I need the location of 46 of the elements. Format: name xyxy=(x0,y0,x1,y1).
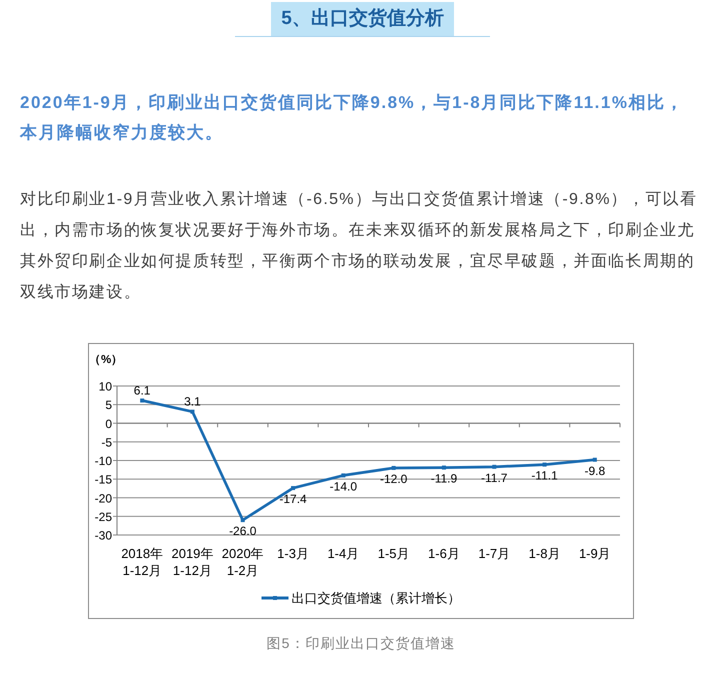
x-tick-label: 1-9月 xyxy=(578,546,611,561)
point xyxy=(392,466,396,470)
data-label: -26.0 xyxy=(229,524,257,538)
data-label: -11.9 xyxy=(430,472,458,486)
y-axis-title: （%） xyxy=(89,354,124,366)
data-label: -9.8 xyxy=(584,464,606,478)
x-tick-label: 2020年 1-2月 xyxy=(222,546,264,578)
x-tick-label: 1-8月 xyxy=(528,546,560,561)
data-label: -12.0 xyxy=(380,472,408,486)
x-tick-label: 2019年 1-12月 xyxy=(171,546,214,578)
x-tick-label: 2018年 1-12月 xyxy=(121,546,164,578)
x-tick-label: 1-4月 xyxy=(327,546,360,561)
point xyxy=(140,398,144,403)
caption: 图5：印刷业出口交货值增速 xyxy=(266,634,456,653)
data-label: 6.1 xyxy=(134,384,151,398)
y-tick-label: 5 xyxy=(105,398,112,412)
data-label: -17.4 xyxy=(279,492,308,506)
legend: 出口交货值增速（累计增长） xyxy=(262,590,460,606)
point xyxy=(291,486,296,490)
x-tick-label: 1-7月 xyxy=(478,546,510,561)
legend-label: 出口交货值增速（累计增长） xyxy=(292,590,460,606)
chart-subtitle: 2020年1-9月，印刷业出口交货值同比下降9.8%，与1-8月同比下降11.1%相比，本月降幅收窄力度较大。 xyxy=(20,92,685,144)
point xyxy=(190,410,194,414)
y-tick-label: 0 xyxy=(105,416,112,431)
data-label: -11.1 xyxy=(531,468,558,483)
y-tick-label: -30 xyxy=(94,528,112,542)
point xyxy=(341,473,346,478)
point xyxy=(492,464,496,469)
data-label: -11.7 xyxy=(481,470,508,485)
y-tick-label: -25 xyxy=(94,510,112,524)
x-tick-label: 1-6月 xyxy=(428,546,460,561)
data-label: -14.0 xyxy=(330,479,358,494)
point xyxy=(442,466,446,470)
point xyxy=(542,462,547,467)
point xyxy=(240,518,245,522)
y-tick-label: -5 xyxy=(101,435,112,450)
x-tick-label: 1-5月 xyxy=(378,546,410,561)
data-label: 3.1 xyxy=(184,394,202,409)
y-tick-label: -10 xyxy=(94,454,112,468)
chart-title: 5、出口交货值分析 xyxy=(271,2,454,36)
text: 对比印刷业1-9月营业收入累计增速（-6.5%）与出口交货值累计增速（-9.8%），可以看出，内需市场的恢复状况要好于海外市场。在未来双循环的新发展格局之下，印刷企业尤其外贸印刷企业如何提质转型，平衡两个市场的联动发展，宜尽早破题，并面临长周期的双线市场建设。 xyxy=(20,190,698,303)
x-tick-label: 1-3月 xyxy=(277,546,309,561)
point xyxy=(592,458,597,462)
y-tick-label: -20 xyxy=(94,491,112,506)
y-tick-label: 10 xyxy=(98,380,112,394)
y-tick-label: -15 xyxy=(94,472,112,487)
